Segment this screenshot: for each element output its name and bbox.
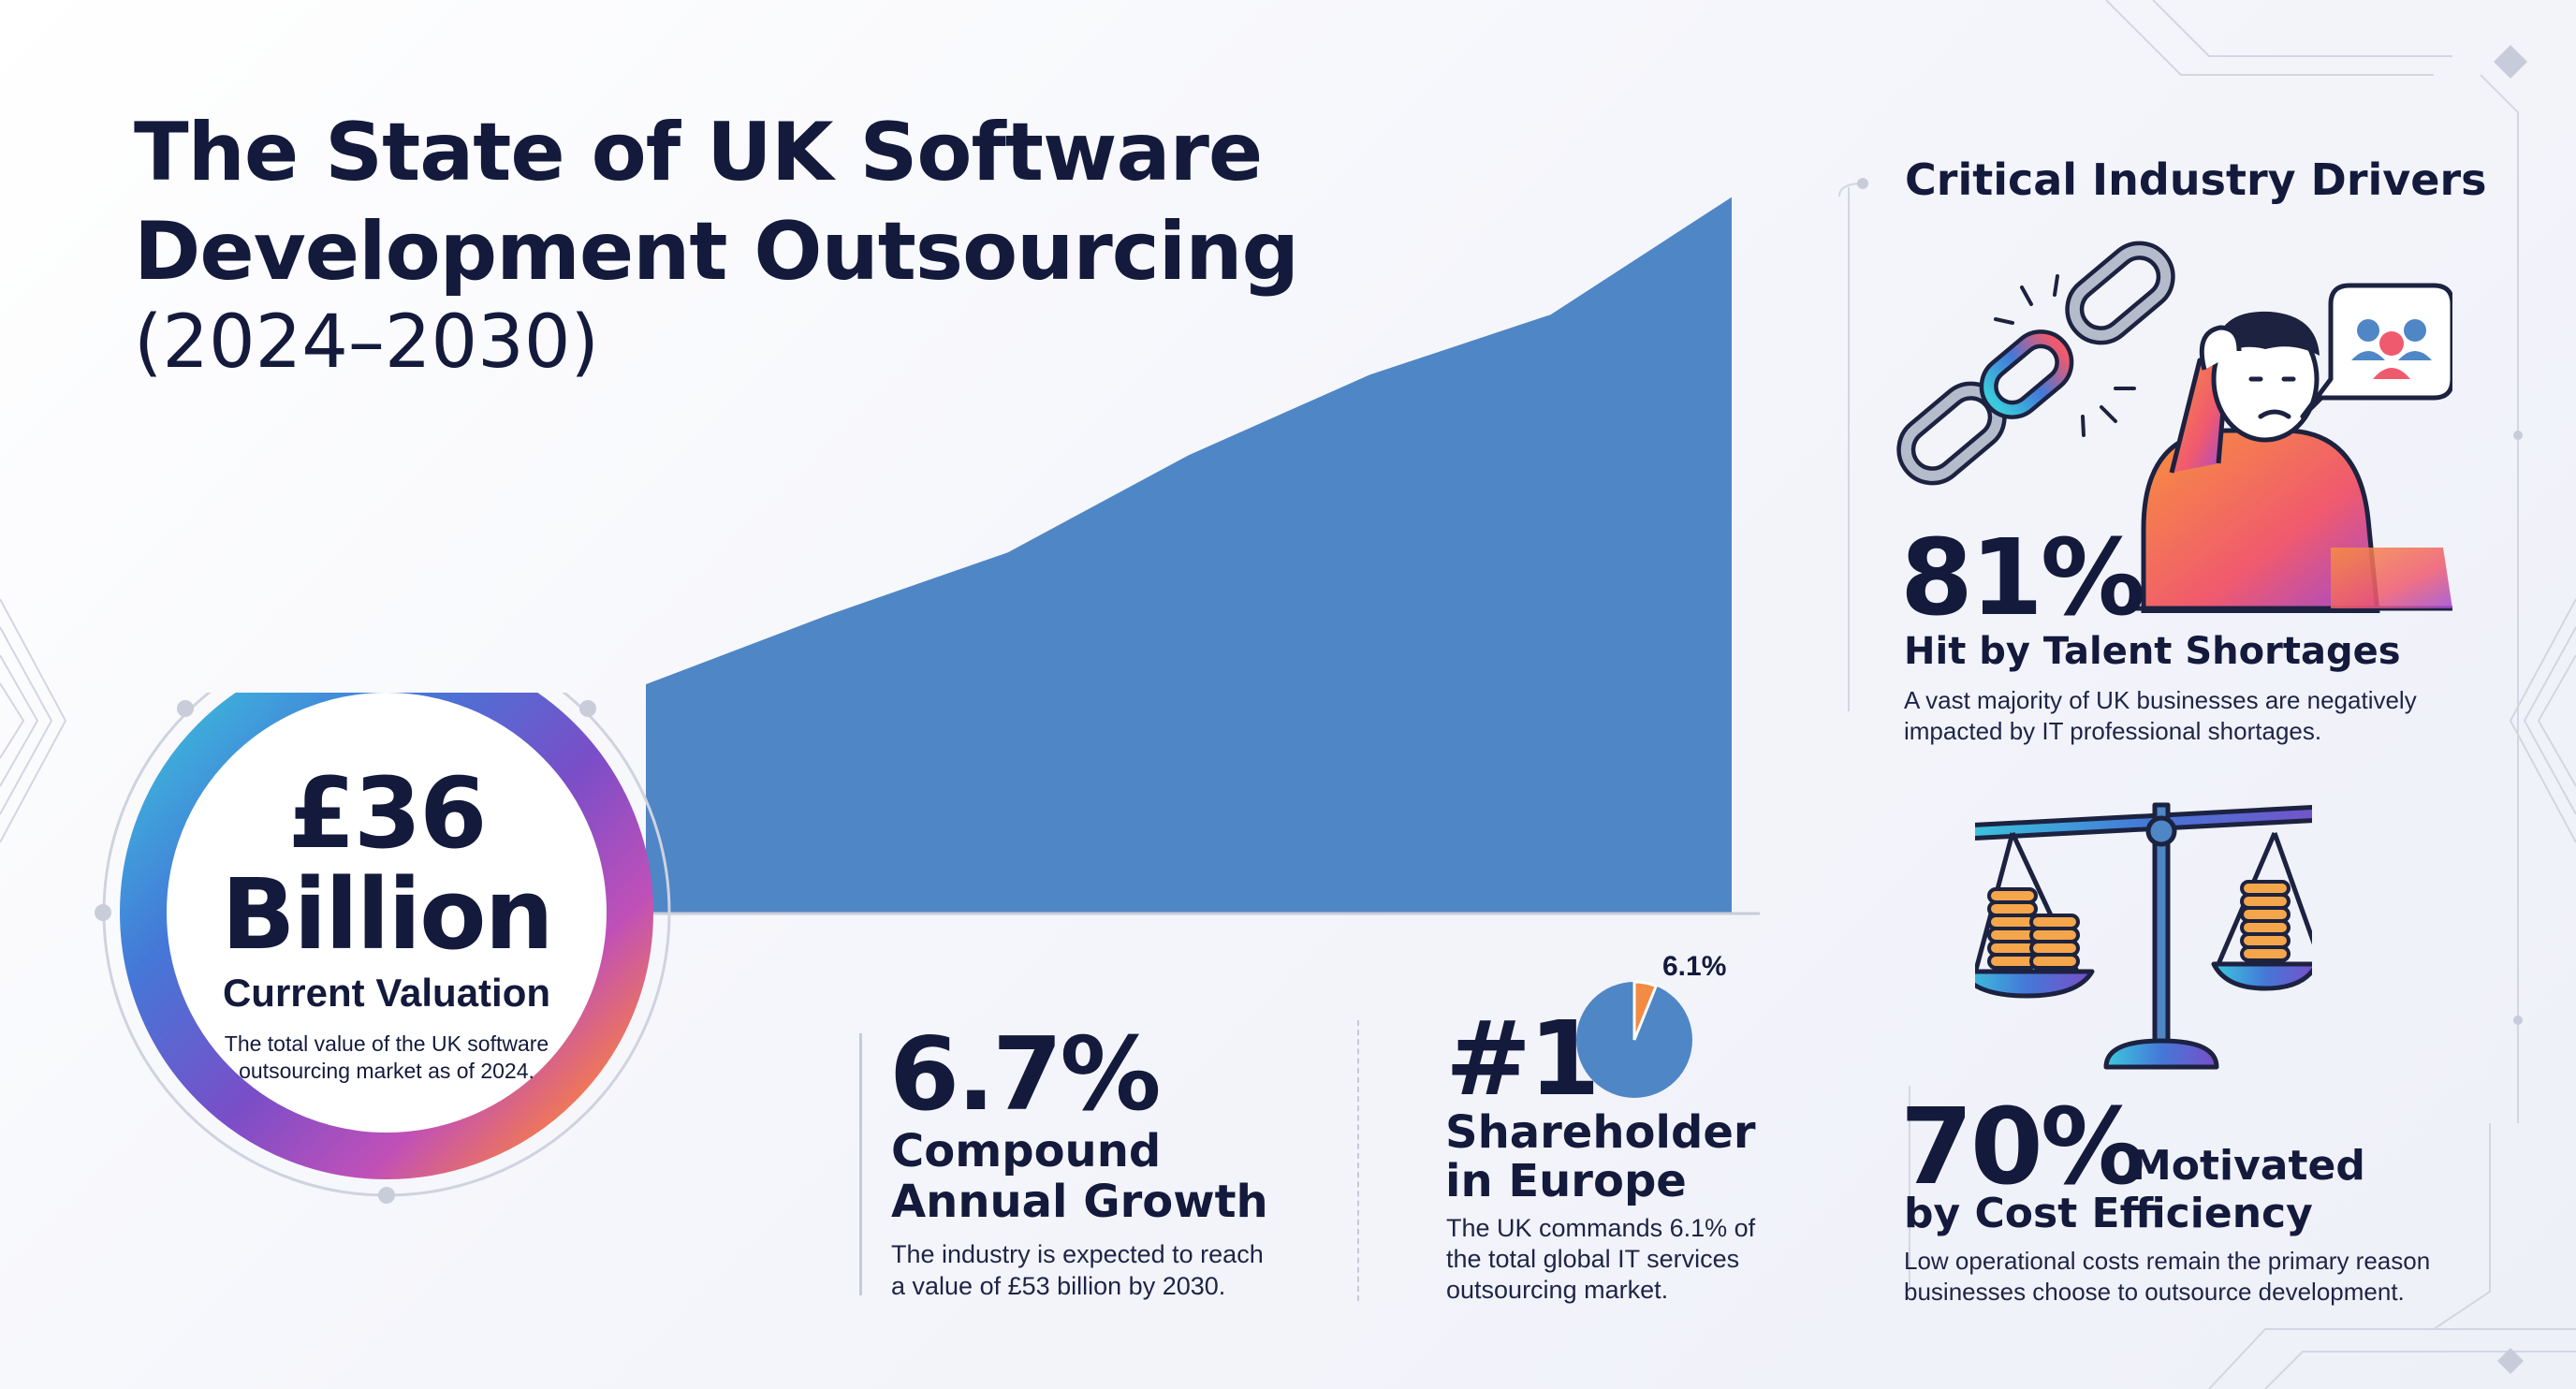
valuation-value-line2: Billion bbox=[221, 857, 553, 972]
broken-chain-icon bbox=[1896, 241, 2175, 486]
talent-shortage-illustration bbox=[1896, 241, 2452, 613]
cost-label-inline: Motivated bbox=[2130, 1142, 2365, 1190]
share-rank: #1 bbox=[1445, 999, 1601, 1119]
valuation-desc-line2: outsourcing market as of 2024. bbox=[239, 1059, 534, 1083]
growth-value: 6.7% bbox=[889, 1016, 1162, 1133]
talent-pct: 81% bbox=[1900, 518, 2145, 639]
share-pie-chart bbox=[1576, 980, 1692, 1098]
team-chat-icon bbox=[2300, 283, 2452, 419]
page-title-line1: The State of UK Software bbox=[134, 106, 1263, 199]
share-label-line1: Shareholder bbox=[1445, 1106, 1756, 1159]
share-label-line2: in Europe bbox=[1445, 1155, 1687, 1207]
share-desc-line1: The UK commands 6.1% of bbox=[1446, 1214, 1756, 1242]
growth-area-series bbox=[646, 197, 1732, 914]
page-subtitle: (2024–2030) bbox=[134, 300, 599, 385]
growth-desc-line2: a value of £53 billion by 2030. bbox=[891, 1272, 1226, 1300]
growth-label-line1: Compound bbox=[891, 1125, 1162, 1177]
cost-desc-line2: businesses choose to outsource developme… bbox=[1904, 1278, 2405, 1306]
valuation-ring bbox=[95, 693, 671, 1204]
page-title-line2: Development Outsourcing bbox=[134, 205, 1299, 299]
valuation-value-line1: £36 bbox=[287, 756, 487, 870]
valuation-label: Current Valuation bbox=[222, 971, 551, 1015]
share-desc-line3: outsourcing market. bbox=[1446, 1276, 1669, 1304]
coin-stack-icon bbox=[1987, 880, 2291, 970]
growth-divider bbox=[859, 1033, 862, 1295]
share-divider bbox=[1357, 1020, 1359, 1301]
balance-scale-icon bbox=[1975, 802, 2312, 1070]
pie-slice-uk bbox=[1632, 980, 1659, 1041]
talent-desc-line1: A vast majority of UK businesses are neg… bbox=[1904, 686, 2417, 714]
drivers-title: Critical Industry Drivers bbox=[1905, 154, 2487, 205]
cost-pct: 70% bbox=[1900, 1087, 2145, 1208]
growth-desc-line1: The industry is expected to reach bbox=[891, 1240, 1264, 1268]
valuation-text: £36 Billion Current Valuation The total … bbox=[168, 763, 605, 1085]
pie-data-label: 6.1% bbox=[1662, 951, 1727, 982]
growth-label-line2: Annual Growth bbox=[891, 1176, 1268, 1228]
cost-desc-line1: Low operational costs remain the primary… bbox=[1904, 1247, 2431, 1275]
growth-area-chart bbox=[646, 197, 1760, 915]
valuation-desc-line1: The total value of the UK software bbox=[224, 1031, 549, 1056]
cost-illustration bbox=[1975, 802, 2312, 1070]
talent-desc-line2: impacted by IT professional shortages. bbox=[1904, 717, 2322, 745]
cost-label-line2: by Cost Efficiency bbox=[1904, 1190, 2313, 1237]
stressed-person-icon bbox=[2134, 311, 2452, 613]
talent-label: Hit by Talent Shortages bbox=[1904, 630, 2401, 673]
share-desc-line2: the total global IT services bbox=[1446, 1245, 1740, 1273]
